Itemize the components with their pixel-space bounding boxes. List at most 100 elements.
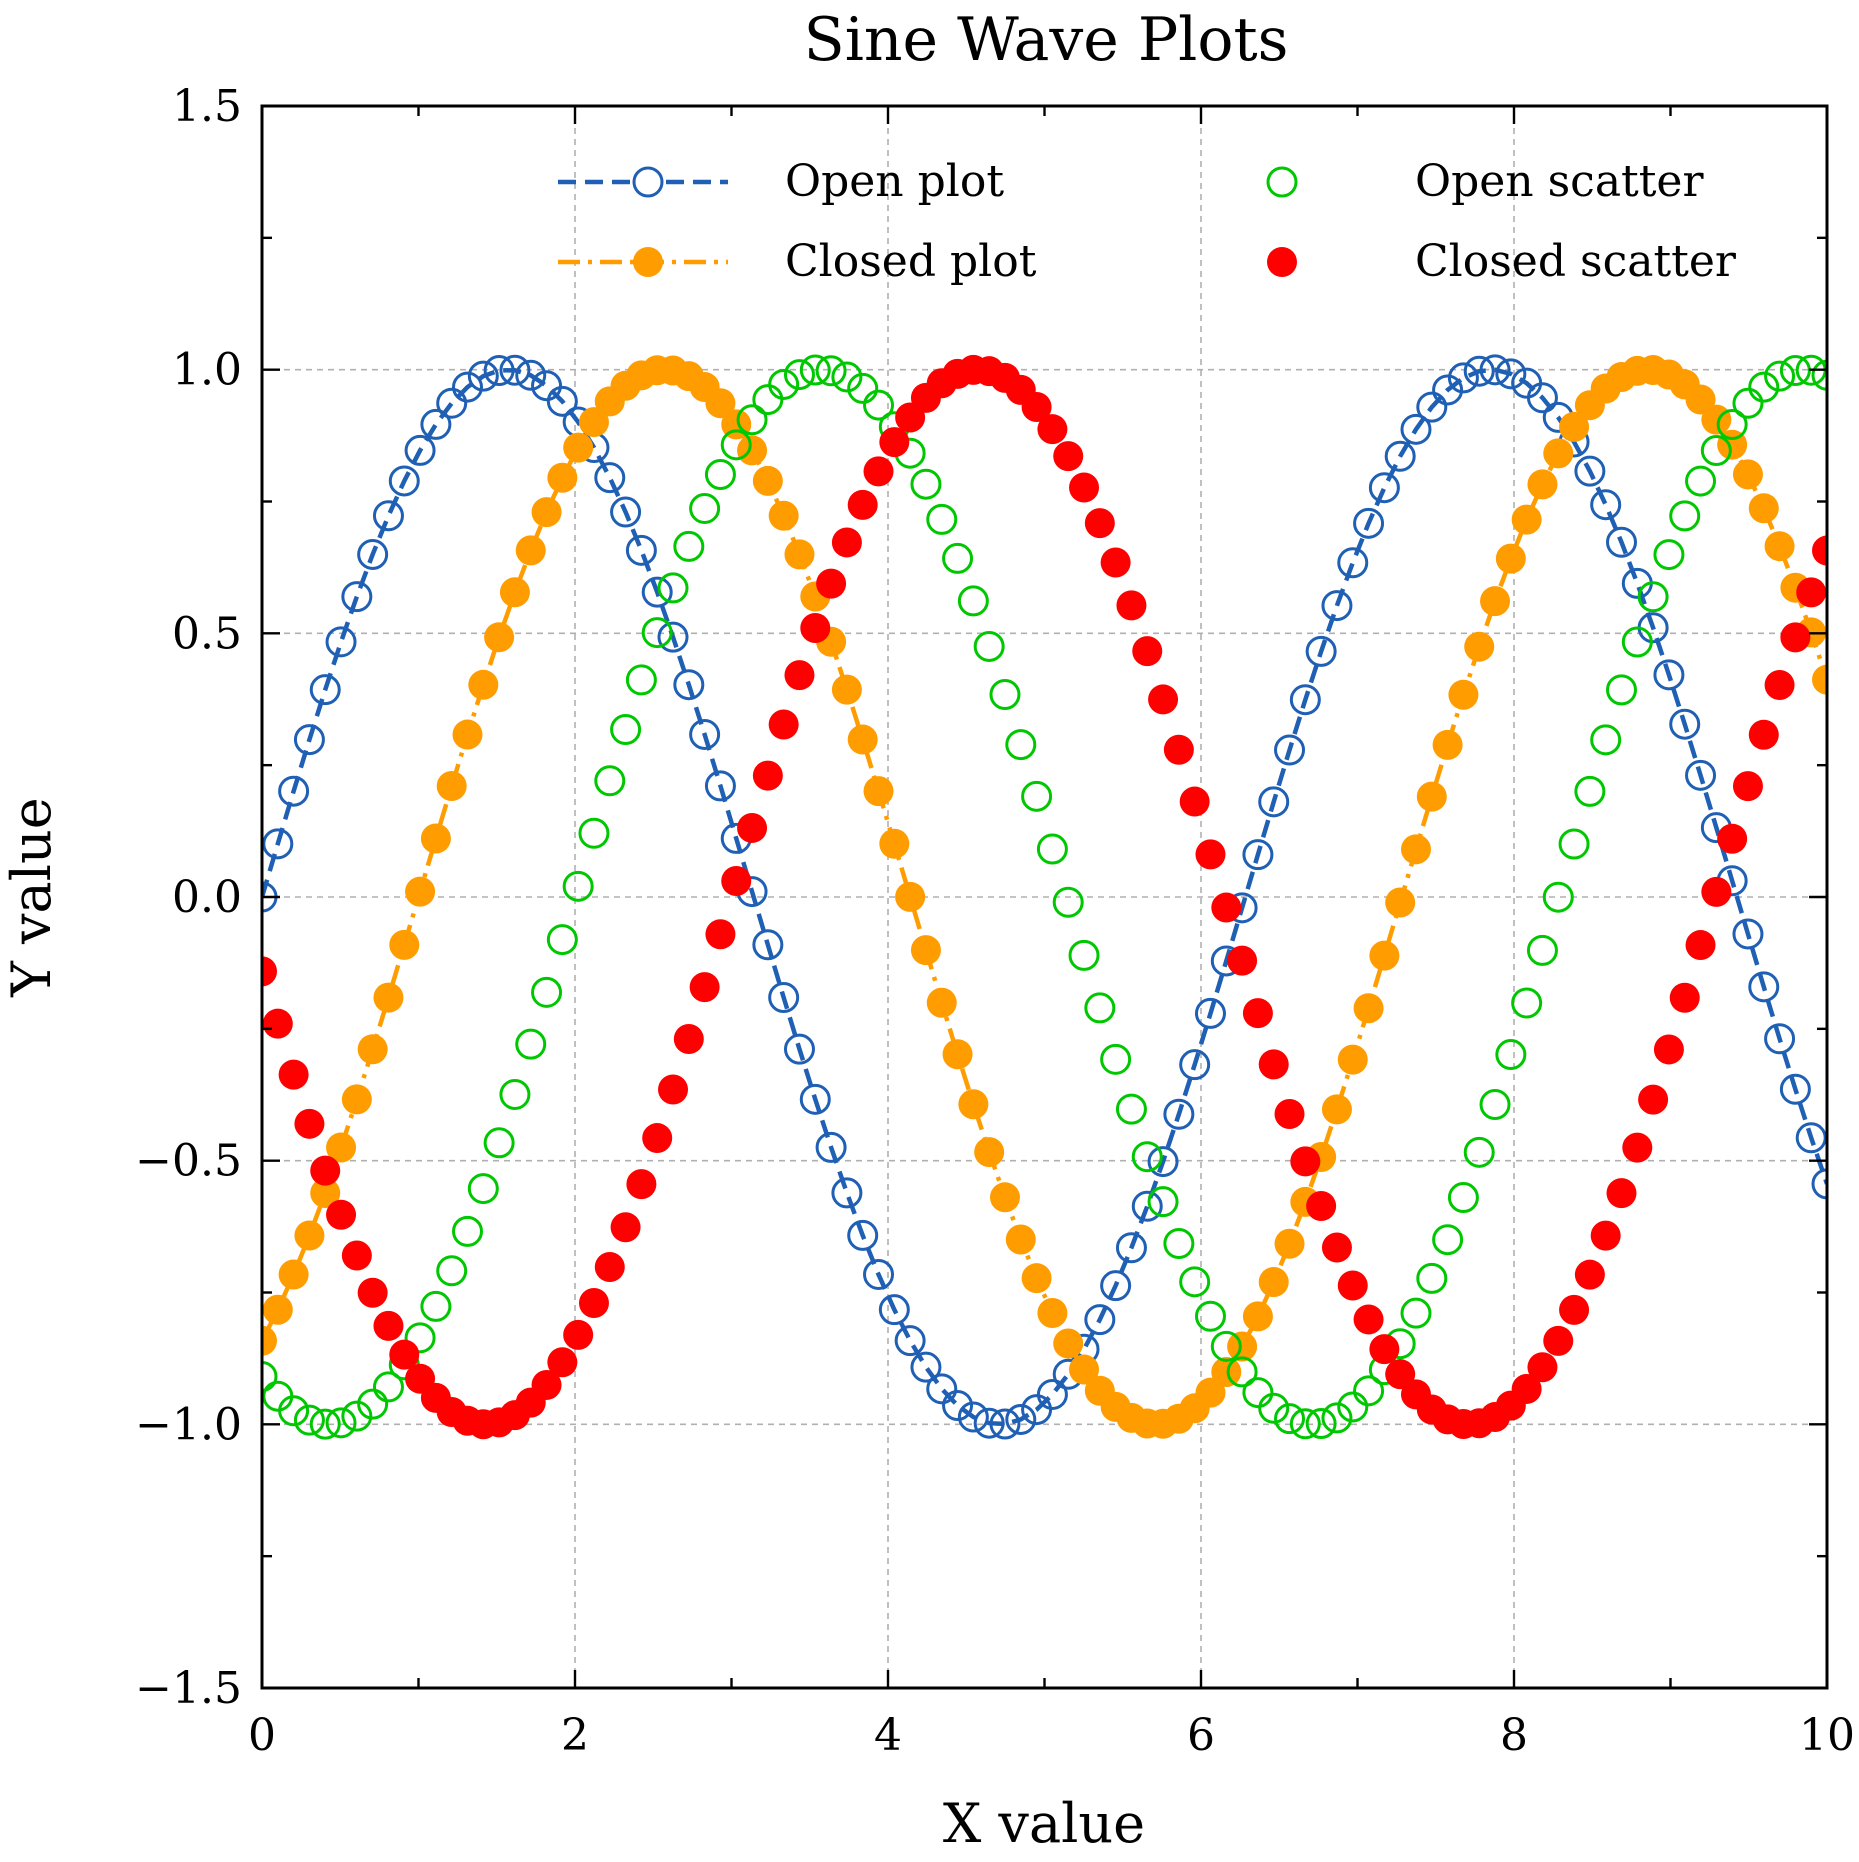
data-point [293,1404,325,1436]
data-point [689,492,721,524]
data-point [1289,684,1321,716]
legend-entry: Closed scatter [1267,236,1737,287]
data-point [1495,543,1526,574]
data-point [1290,1146,1321,1177]
data-point [1321,1402,1353,1434]
data-point [1115,1093,1147,1125]
data-point [1764,669,1795,700]
data-point [1796,577,1827,608]
data-point [625,664,657,696]
data-point [1258,786,1290,818]
data-point [262,956,277,987]
data-point [1069,472,1100,503]
data-point [341,1084,372,1115]
axis-ticks: 0 2 4 6 8 10 −1.5 −1.0 −0.5 0.0 0.5 1.0 1.5 [135,81,1855,1761]
data-point [973,1407,1005,1439]
data-point [1005,1403,1037,1435]
data-point [1590,724,1622,756]
data-point [546,924,578,956]
data-point [1242,998,1273,1029]
data-point [278,1059,309,1090]
legend-label: Open scatter [1415,156,1704,207]
data-point [594,765,626,797]
data-point [658,1074,689,1105]
data-point [863,456,894,487]
data-point [1368,472,1400,504]
y-tick-label: −0.5 [135,1136,242,1187]
data-point [752,465,783,496]
data-point [737,812,768,843]
data-point [1812,664,1827,695]
data-point [467,360,499,392]
data-point [1574,1259,1605,1290]
data-point [578,1288,609,1319]
data-point [1115,1232,1147,1264]
x-tick-label: 10 [1799,1710,1855,1761]
data-point [452,1215,484,1247]
data-point [293,724,325,756]
data-point [1385,1359,1416,1390]
data-point [1495,1039,1527,1071]
data-point [546,385,578,417]
chart-title: Sine Wave Plots [804,5,1289,75]
data-point [894,1325,926,1357]
data-point [737,435,768,466]
data-point [1337,547,1369,579]
data-point [610,1212,641,1243]
data-point [1021,392,1052,423]
data-point [436,770,467,801]
data-point [294,1108,325,1139]
data-point [1131,1190,1163,1222]
data-point [942,542,974,574]
data-point [1258,1049,1289,1080]
data-point [1274,734,1306,766]
data-point [1195,1377,1226,1408]
data-point [341,1400,373,1432]
y-tick-label: 1.0 [172,345,242,396]
data-point [1305,1408,1337,1440]
data-point [768,981,800,1013]
data-point [1305,635,1337,667]
data-point [783,1033,815,1065]
data-point [1416,391,1448,423]
legend: Open plot Closed plot Open scatter Closed s… [558,156,1737,287]
data-point [1084,508,1115,539]
data-point [768,500,799,531]
data-point [1037,1297,1068,1328]
data-point [310,1155,341,1186]
data-point [1764,531,1795,562]
data-point [1211,892,1242,923]
data-point [1210,1330,1242,1362]
legend-marker [632,166,664,198]
data-point [1685,465,1717,497]
data-point [420,1290,452,1322]
data-point [404,1322,436,1354]
data-point [294,1220,325,1251]
y-tick-label: 0.0 [172,872,242,923]
data-point [1179,786,1210,817]
data-point [262,1325,277,1356]
data-point [910,935,941,966]
data-point [1021,780,1053,812]
data-point [405,876,436,907]
legend-marker [1267,247,1297,277]
data-point [1195,839,1226,870]
data-point [642,1123,673,1154]
data-point [942,1039,973,1070]
data-point [310,1177,341,1208]
data-point [468,669,499,700]
data-point [1116,590,1147,621]
data-point [1764,360,1796,392]
data-point [800,612,831,643]
data-point [1732,918,1764,950]
data-point [357,1034,388,1065]
data-point [957,1401,989,1433]
data-point [989,679,1021,711]
data-point [1069,1354,1100,1385]
x-tick-label: 0 [248,1710,276,1761]
data-point [1605,674,1637,706]
data-point [704,770,736,802]
data-point [1053,441,1084,472]
data-point [1337,1270,1368,1301]
data-point [657,621,689,653]
